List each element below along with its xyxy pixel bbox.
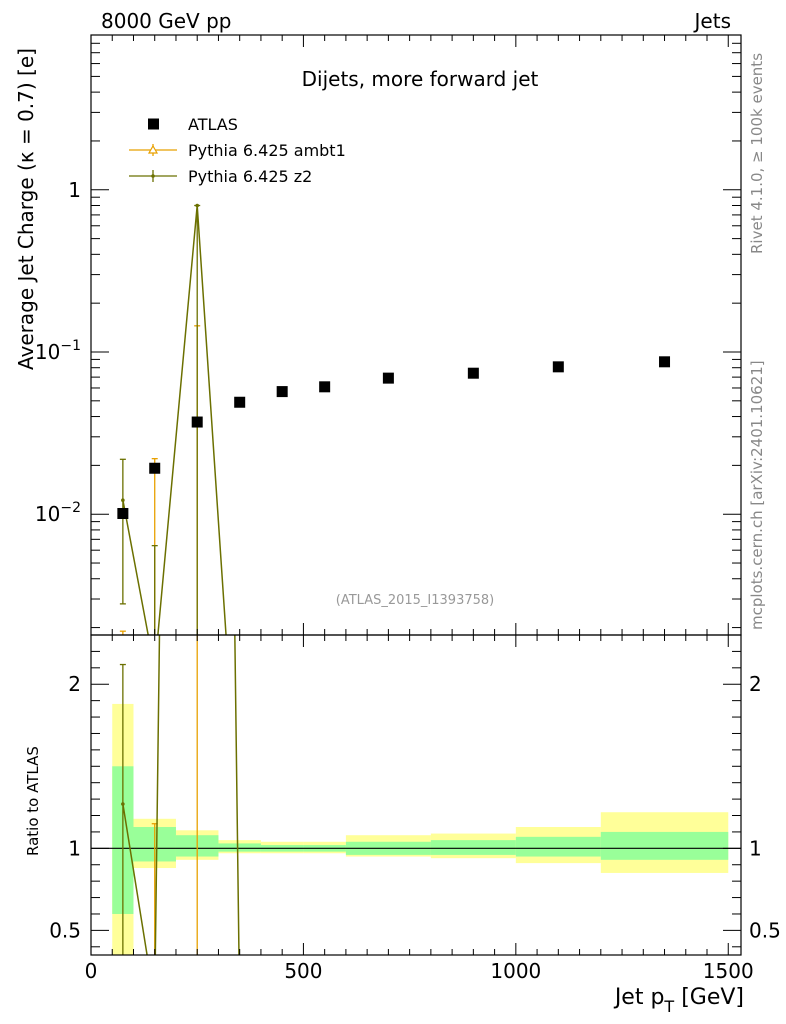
ratio-tick-label-left: 1 — [68, 836, 81, 860]
atlas-point — [276, 386, 288, 398]
ratio-band-inner — [600, 831, 729, 860]
z2-line — [122, 205, 227, 635]
ratio-tick-label-left: 0.5 — [49, 918, 81, 942]
y-tick-exponent: −1 — [60, 338, 81, 354]
ambt1-ratio-point — [151, 1007, 159, 1014]
x-tick-label: 500 — [284, 959, 322, 983]
ambt1-line — [123, 670, 197, 790]
y-tick-label: 1 — [68, 178, 81, 202]
atlas-point — [117, 507, 129, 519]
atlas-point — [319, 381, 331, 393]
ambt1-ratio-point — [119, 992, 127, 999]
ratio-plot-area — [91, 635, 741, 1014]
ambt1-ratio-point — [193, 1007, 201, 1014]
atlas-point — [191, 416, 203, 428]
ratio-tick-label-left: 2 — [68, 672, 81, 696]
legend-z2-marker — [151, 174, 155, 178]
x-axis-label-unit: [GeV] — [674, 985, 744, 1010]
atlas-point — [467, 367, 479, 379]
legend-atlas-marker — [148, 118, 159, 130]
y-tick-base: 10 — [35, 340, 60, 364]
ratio-band-inner — [430, 840, 516, 855]
y-tick-label: 10−1 — [35, 338, 81, 364]
atlas-point — [382, 372, 394, 384]
x-axis-label: Jet pT [GeV] — [613, 985, 744, 1016]
y-tick-base: 10 — [35, 502, 60, 526]
x-tick-label: 0 — [85, 959, 98, 983]
ratio-band-inner — [515, 836, 601, 857]
y-axis-label: Average Jet Charge (κ = 0.7) [e] — [14, 48, 38, 370]
x-tick-label: 1500 — [703, 959, 754, 983]
y-tick-label: 10−2 — [35, 500, 81, 526]
ratio-tick-label-right: 2 — [749, 672, 762, 696]
legend-label: Pythia 6.425 ambt1 — [188, 141, 346, 160]
chart-title: Dijets, more forward jet — [302, 67, 539, 91]
z2-ratio-line — [122, 635, 240, 955]
category-label: Jets — [693, 9, 731, 33]
main-panel — [117, 203, 671, 841]
ratio-y-axis-label: Ratio to ATLAS — [24, 746, 42, 856]
z2-point — [153, 668, 157, 672]
energy-label: 8000 GeV pp — [101, 9, 232, 33]
x-axis-label-sub: T — [663, 997, 674, 1016]
legend-item: Pythia 6.425 z2 — [129, 167, 312, 186]
z2-ratio-point — [121, 802, 125, 806]
atlas-point — [149, 462, 161, 474]
x-axis-label-main: Jet p — [613, 985, 665, 1010]
z2-point — [121, 498, 125, 502]
ratio-band-inner — [218, 843, 261, 852]
legend-item: Pythia 6.425 ambt1 — [129, 141, 346, 160]
source-label: mcplots.cern.ch [arXiv:2401.10621] — [748, 360, 766, 630]
atlas-point — [659, 356, 671, 368]
z2-ratio-point — [153, 1001, 157, 1005]
y-tick-exponent: −2 — [60, 500, 81, 516]
atlas-point — [234, 396, 246, 408]
legend-label: Pythia 6.425 z2 — [188, 167, 312, 186]
ratio-tick-label-right: 1 — [749, 836, 762, 860]
ratio-frame — [90, 634, 742, 956]
legend: ATLAS Pythia 6.425 ambt1 Pythia 6.425 z2 — [129, 115, 346, 186]
rivet-label: Rivet 4.1.0, ≥ 100k events — [748, 53, 766, 254]
legend-ambt1-marker — [147, 144, 159, 154]
analysis-label: (ATLAS_2015_I1393758) — [336, 593, 494, 608]
x-tick-label: 1000 — [490, 959, 541, 983]
atlas-point — [552, 361, 564, 373]
legend-item: ATLAS — [148, 115, 238, 134]
ratio-panel — [91, 635, 741, 1014]
z2-point — [195, 203, 200, 208]
z2-point — [238, 837, 242, 841]
legend-label: ATLAS — [188, 115, 238, 134]
ambt1-ratio-line — [123, 996, 197, 1011]
main-plot-area — [117, 203, 671, 841]
z2-ratio-point — [238, 1009, 242, 1013]
ratio-tick-label-right: 0.5 — [749, 918, 781, 942]
